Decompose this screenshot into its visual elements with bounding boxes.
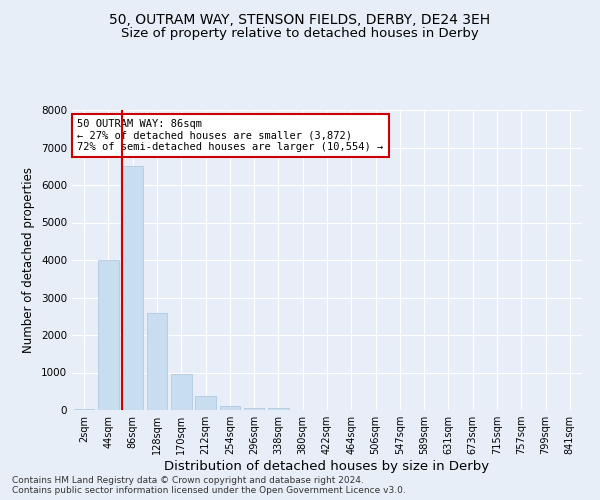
- Text: 50 OUTRAM WAY: 86sqm
← 27% of detached houses are smaller (3,872)
72% of semi-de: 50 OUTRAM WAY: 86sqm ← 27% of detached h…: [77, 119, 383, 152]
- Bar: [195, 396, 216, 410]
- Bar: [171, 374, 191, 410]
- Bar: [98, 260, 119, 410]
- Y-axis label: Number of detached properties: Number of detached properties: [22, 167, 35, 353]
- Bar: [74, 409, 94, 410]
- Text: Size of property relative to detached houses in Derby: Size of property relative to detached ho…: [121, 28, 479, 40]
- Bar: [146, 312, 167, 410]
- X-axis label: Distribution of detached houses by size in Derby: Distribution of detached houses by size …: [164, 460, 490, 473]
- Text: 50, OUTRAM WAY, STENSON FIELDS, DERBY, DE24 3EH: 50, OUTRAM WAY, STENSON FIELDS, DERBY, D…: [109, 12, 491, 26]
- Bar: [220, 406, 240, 410]
- Bar: [268, 408, 289, 410]
- Bar: [122, 166, 143, 410]
- Text: Contains HM Land Registry data © Crown copyright and database right 2024.
Contai: Contains HM Land Registry data © Crown c…: [12, 476, 406, 495]
- Bar: [244, 408, 265, 410]
